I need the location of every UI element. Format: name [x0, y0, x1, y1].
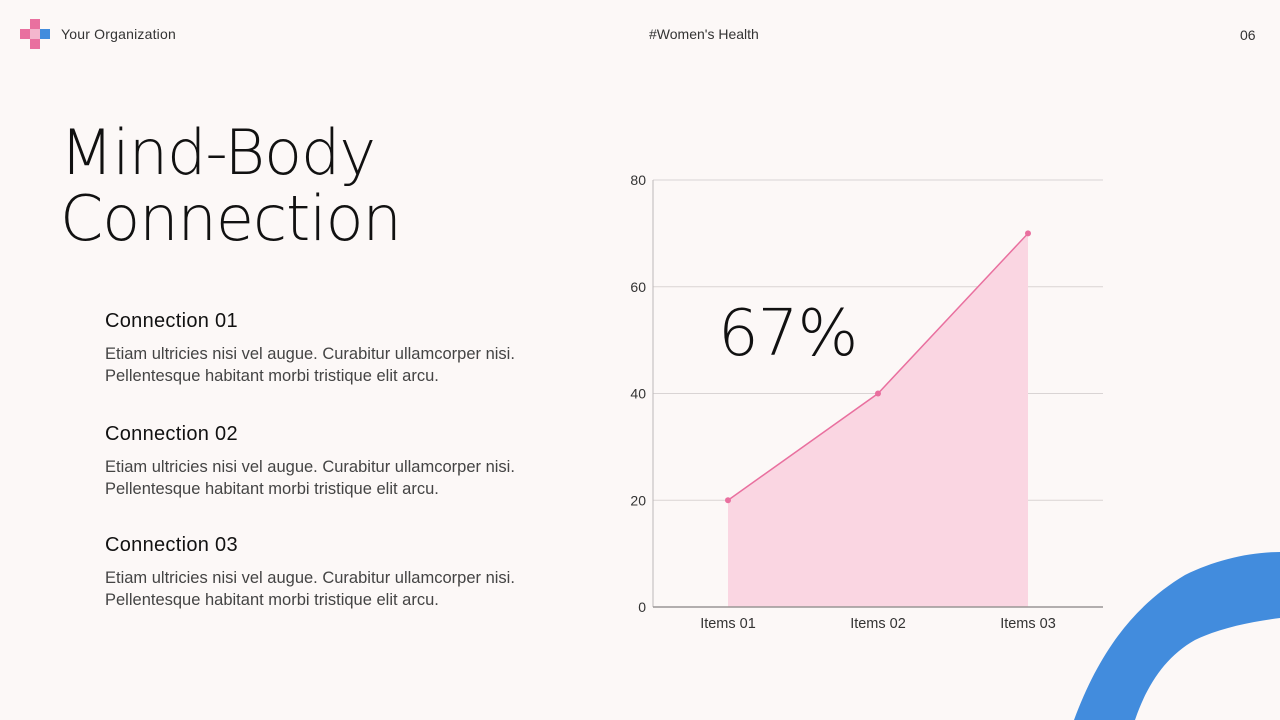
chart-point — [875, 390, 881, 397]
connection-heading: Connection 03 — [105, 534, 238, 556]
connection-item-2: Connection 02 Etiam ultricies nisi vel a… — [105, 423, 555, 500]
chart-points — [725, 230, 1031, 504]
y-tick-label: 40 — [630, 386, 646, 402]
logo-square — [20, 29, 30, 39]
x-tick-label: Items 01 — [700, 616, 756, 632]
logo-square — [30, 19, 40, 29]
y-tick-label: 20 — [630, 492, 646, 508]
connection-heading: Connection 02 — [105, 423, 238, 445]
chart-point — [1025, 230, 1031, 237]
title-line-1: Mind-Body — [60, 116, 376, 189]
page-number: 06 — [1240, 27, 1256, 43]
connection-body: Etiam ultricies nisi vel augue. Curabitu… — [105, 569, 515, 609]
organization-name: Your Organization — [61, 26, 176, 42]
stat-percentage: 67% — [718, 297, 858, 371]
y-tick-label: 0 — [638, 599, 646, 615]
title-line-2: Connection — [60, 182, 402, 255]
logo-square — [30, 39, 40, 49]
connection-item-1: Connection 01 Etiam ultricies nisi vel a… — [105, 310, 555, 387]
connection-heading: Connection 01 — [105, 310, 238, 332]
hashtag-label: #Women's Health — [649, 26, 759, 42]
chart-x-tick-labels: Items 01 Items 02 Items 03 — [700, 616, 1056, 632]
chart-point — [725, 497, 731, 504]
page-title: Mind-Body Connection — [60, 120, 540, 252]
logo-icon — [20, 19, 52, 51]
x-tick-label: Items 02 — [850, 616, 906, 632]
connection-body: Etiam ultricies nisi vel augue. Curabitu… — [105, 345, 515, 385]
connection-body: Etiam ultricies nisi vel augue. Curabitu… — [105, 458, 515, 498]
chart-area-fill — [728, 233, 1028, 607]
y-tick-label: 60 — [630, 279, 646, 295]
y-tick-label: 80 — [630, 172, 646, 188]
x-tick-label: Items 03 — [1000, 616, 1056, 632]
logo-square — [30, 29, 40, 39]
logo-square — [40, 29, 50, 39]
chart-y-tick-labels: 0 20 40 60 80 — [630, 172, 646, 615]
connection-item-3: Connection 03 Etiam ultricies nisi vel a… — [105, 534, 555, 611]
